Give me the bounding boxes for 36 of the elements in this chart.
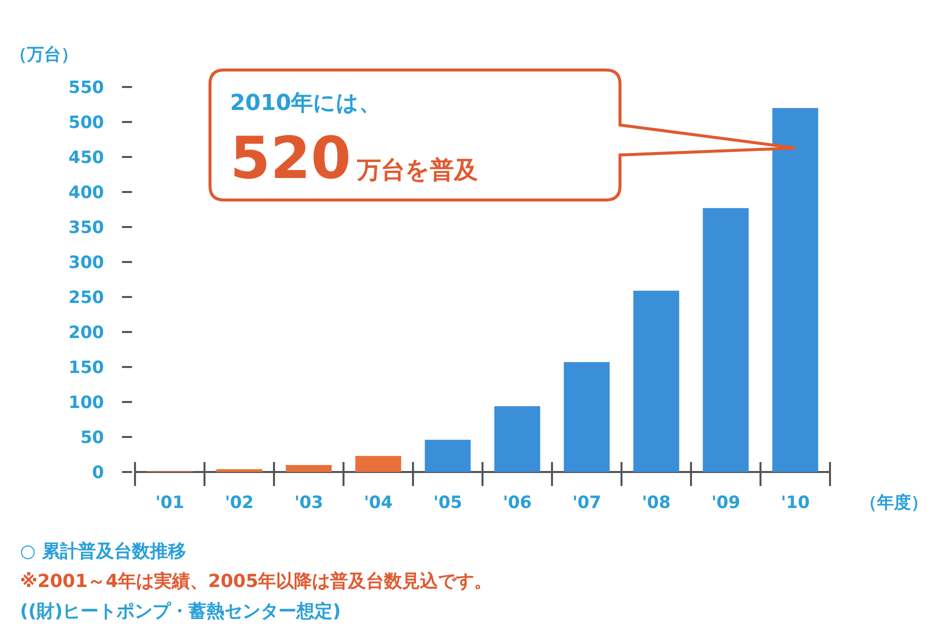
y-tick-label: 100 bbox=[68, 393, 104, 413]
y-tick-label: 0 bbox=[92, 463, 104, 483]
bar bbox=[355, 456, 402, 472]
y-tick-label: 350 bbox=[68, 218, 104, 238]
y-tick-label: 300 bbox=[68, 253, 104, 273]
x-tick-label: '04 bbox=[364, 493, 393, 513]
y-tick-label: 150 bbox=[68, 358, 104, 378]
bar bbox=[286, 465, 332, 472]
x-axis-title: （年度） bbox=[860, 493, 928, 513]
x-tick-label: '07 bbox=[572, 493, 602, 513]
y-tick-label: 450 bbox=[68, 148, 104, 168]
x-tick-label: '09 bbox=[711, 493, 740, 513]
text: ※2001～4年は実績、2005年以降は普及台数見込です。 bbox=[20, 571, 492, 592]
x-tick-label: '03 bbox=[294, 493, 324, 513]
x-tick-label: '02 bbox=[224, 493, 254, 513]
x-tick-label: '05 bbox=[433, 493, 462, 513]
bar bbox=[216, 469, 262, 472]
text: ((財)ヒートポンプ・蓄熱センター想定) bbox=[20, 601, 341, 622]
bar bbox=[564, 362, 610, 472]
y-tick-label: 500 bbox=[68, 113, 104, 133]
text: ○ 累計普及台数推移 bbox=[20, 541, 186, 562]
y-tick-label: 550 bbox=[68, 78, 104, 98]
y-tick-label: 250 bbox=[68, 288, 104, 308]
bar bbox=[772, 108, 818, 472]
x-tick-label: '10 bbox=[780, 493, 810, 513]
y-tick-label: 400 bbox=[68, 183, 104, 203]
bar bbox=[633, 290, 680, 472]
bar bbox=[494, 406, 540, 472]
x-tick-label: '01 bbox=[155, 493, 184, 513]
x-tick-label: '08 bbox=[642, 493, 671, 513]
bar bbox=[702, 208, 749, 472]
bar bbox=[424, 440, 471, 472]
x-tick-label: '06 bbox=[502, 493, 532, 513]
y-tick-label: 50 bbox=[80, 428, 104, 448]
y-tick-label: 200 bbox=[68, 323, 104, 343]
y-axis-title: （万台） bbox=[10, 45, 78, 65]
